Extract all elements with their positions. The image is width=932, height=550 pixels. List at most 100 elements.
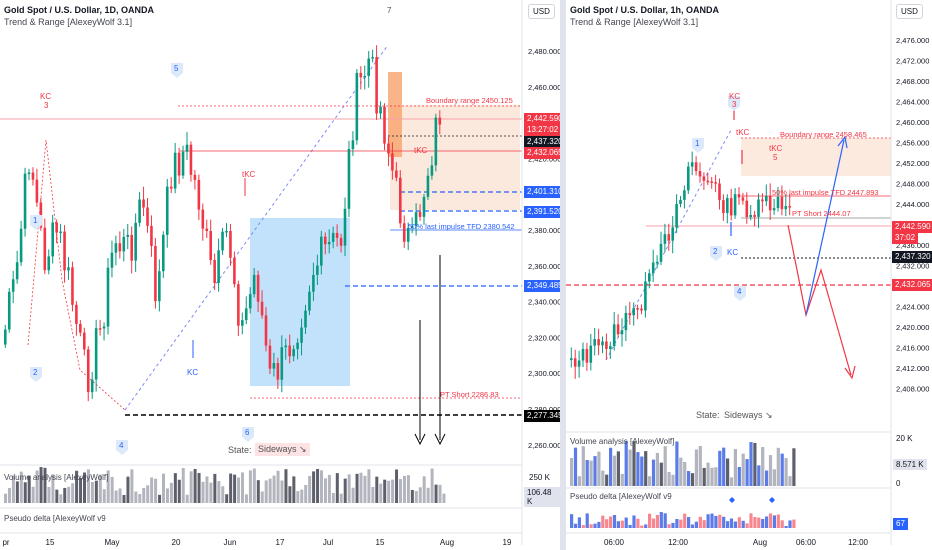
state-label: State: (228, 445, 252, 455)
volume-bar (241, 472, 244, 503)
candle-body (655, 261, 659, 264)
volume-bar (687, 471, 691, 486)
candle-body (27, 172, 31, 175)
candle-body (90, 379, 94, 393)
wave-2-label: 2 (713, 247, 718, 256)
chart-title[interactable]: Gold Spot / U.S. Dollar, 1h, OANDA (570, 5, 720, 15)
candle-body (323, 236, 327, 245)
candle-body (55, 222, 58, 233)
candle-body (632, 308, 635, 316)
candle-body (272, 363, 276, 369)
candle-body (79, 323, 82, 333)
delta-bar (780, 520, 784, 528)
volume-bar (737, 467, 741, 486)
trend-diagonal (124, 44, 389, 411)
indicator-title[interactable]: Trend & Range [AlexeyWolf 3.1] (4, 17, 133, 27)
volume-bar (264, 480, 268, 503)
delta-bar (694, 521, 698, 528)
volume-bar (98, 474, 102, 503)
price-tag: 2,437.320 (524, 136, 560, 148)
delta-bar (632, 515, 636, 528)
delta-indicator-label[interactable]: Pseudo delta [AlexeyWolf v9 (570, 492, 672, 501)
candle-body (659, 243, 663, 262)
candle-body (371, 57, 374, 59)
hourly-price-tick: 2,472.000 (896, 57, 929, 66)
candle-body (733, 194, 737, 216)
volume-bar (268, 478, 272, 503)
down-arrow-1-head (414, 433, 426, 446)
volume-bar (169, 482, 173, 503)
state-value: Sideways ↘ (255, 443, 310, 456)
candle-body (347, 149, 351, 209)
daily-chart-canvas[interactable]: 2,480.0002,460.0002,440.0002,420.0002,40… (0, 0, 560, 550)
volume-bar (589, 460, 593, 486)
delta-bar (757, 517, 761, 528)
candle-body (59, 231, 62, 234)
volume-bar (102, 489, 106, 503)
volume-bar (173, 473, 177, 503)
volume-bar (733, 448, 737, 486)
delta-bar (663, 513, 667, 528)
volume-bar (585, 459, 589, 486)
volume-bar (375, 476, 379, 503)
volume-bar (71, 483, 75, 503)
volume-bar (387, 480, 391, 503)
volume-bar (667, 471, 671, 486)
candle-body (679, 199, 682, 204)
candle-body (644, 281, 647, 311)
candle-body (15, 262, 19, 280)
volume-bar (753, 442, 757, 486)
delta-bar (659, 512, 663, 528)
delta-indicator-label[interactable]: Pseudo delta [AlexeyWolf v9 (4, 514, 106, 523)
candle-body (114, 243, 118, 253)
candle-body (134, 222, 137, 261)
hourly-chart-canvas[interactable]: 2,476.000 2,472.000 2,468.000 2,464.000 2,46… (566, 0, 932, 550)
pt-short-label: PT Short 2444.07 (792, 209, 851, 218)
kc-top-label: KC (40, 92, 52, 101)
candle-body (284, 345, 288, 348)
boundary-range-box (390, 105, 520, 210)
candle-body (585, 349, 589, 363)
candle-body (422, 196, 426, 217)
indicator-title[interactable]: Trend & Range [AlexeyWolf 3.1] (570, 17, 699, 27)
currency-button[interactable]: USD (528, 4, 555, 19)
volume-bar (51, 474, 55, 503)
volume-bar (323, 478, 327, 503)
kc-top-label: KC (729, 92, 741, 101)
volume-bar (601, 470, 605, 486)
candle-body (718, 183, 721, 201)
candle-body (784, 206, 788, 210)
delta-bar (749, 513, 753, 528)
hourly-price-tick: 2,424.000 (896, 303, 929, 312)
candle-body (780, 196, 784, 210)
candle-body (31, 172, 35, 180)
volume-bar (371, 486, 375, 503)
volume-bar (706, 462, 710, 486)
candle-body (757, 199, 760, 217)
volume-indicator-label[interactable]: Volume analysis [AlexeyWolf] (570, 437, 675, 446)
volume-bar (252, 468, 256, 503)
candle-body (573, 358, 577, 367)
volume-bar (126, 476, 130, 503)
volume-indicator-label[interactable]: Volume analysis [AlexeyWolf] (4, 473, 109, 482)
candle-body (355, 72, 359, 141)
chart-title[interactable]: Gold Spot / U.S. Dollar, 1D, OANDA (4, 5, 155, 15)
volume-bar (690, 473, 695, 486)
chart-pane-daily[interactable]: 2,480.0002,460.0002,440.0002,420.0002,40… (0, 0, 560, 550)
volume-bar (597, 451, 601, 486)
daily-price-tick: 2,300.000 (528, 369, 560, 378)
chart-pane-hourly[interactable]: 2,476.000 2,472.000 2,468.000 2,464.000 2,46… (566, 0, 932, 550)
candle-body (98, 328, 102, 330)
price-tag: 2,277.345 (524, 410, 560, 422)
boundary-range-label: Boundary range 2458.465 (780, 130, 867, 139)
hourly-price-tick: 2,416.000 (896, 344, 929, 353)
candle-body (154, 246, 157, 302)
bearish-projection (787, 224, 852, 376)
tkc-2-label: tKC (769, 144, 783, 153)
pane-divider[interactable] (560, 0, 566, 550)
candle-body (737, 194, 741, 198)
candle-body (663, 234, 667, 244)
currency-button[interactable]: USD (896, 4, 923, 19)
volume-bar (780, 453, 784, 486)
wave-1-label: 1 (695, 139, 700, 148)
